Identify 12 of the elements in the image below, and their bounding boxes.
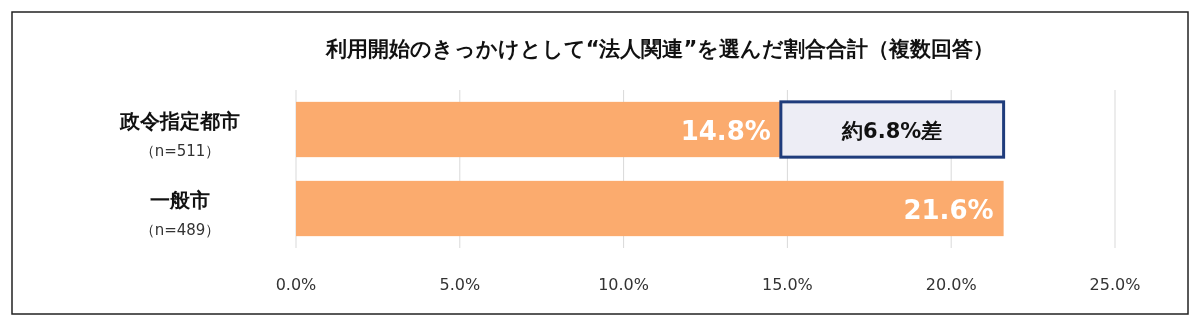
annotation: 約6.8%差 <box>841 118 943 143</box>
data-label: 14.8% <box>680 115 771 146</box>
x-tick-label: 20.0% <box>925 275 977 294</box>
x-tick-label: 15.0% <box>761 275 813 294</box>
chart-title: 利用開始のきっかけとして“法人関連”を選んだ割合合計（複数回答） <box>324 37 995 61</box>
x-tick-label: 10.0% <box>598 275 650 294</box>
data-label: 21.6% <box>903 194 994 225</box>
y-tick-label: 政令指定都市（n=511） <box>119 108 240 160</box>
y-tick-label: 一般市（n=489） <box>139 187 221 239</box>
x-tick-label: 5.0% <box>439 275 481 294</box>
x-tick-label: 25.0% <box>1089 275 1141 294</box>
x-tick-label: 0.0% <box>275 275 317 294</box>
